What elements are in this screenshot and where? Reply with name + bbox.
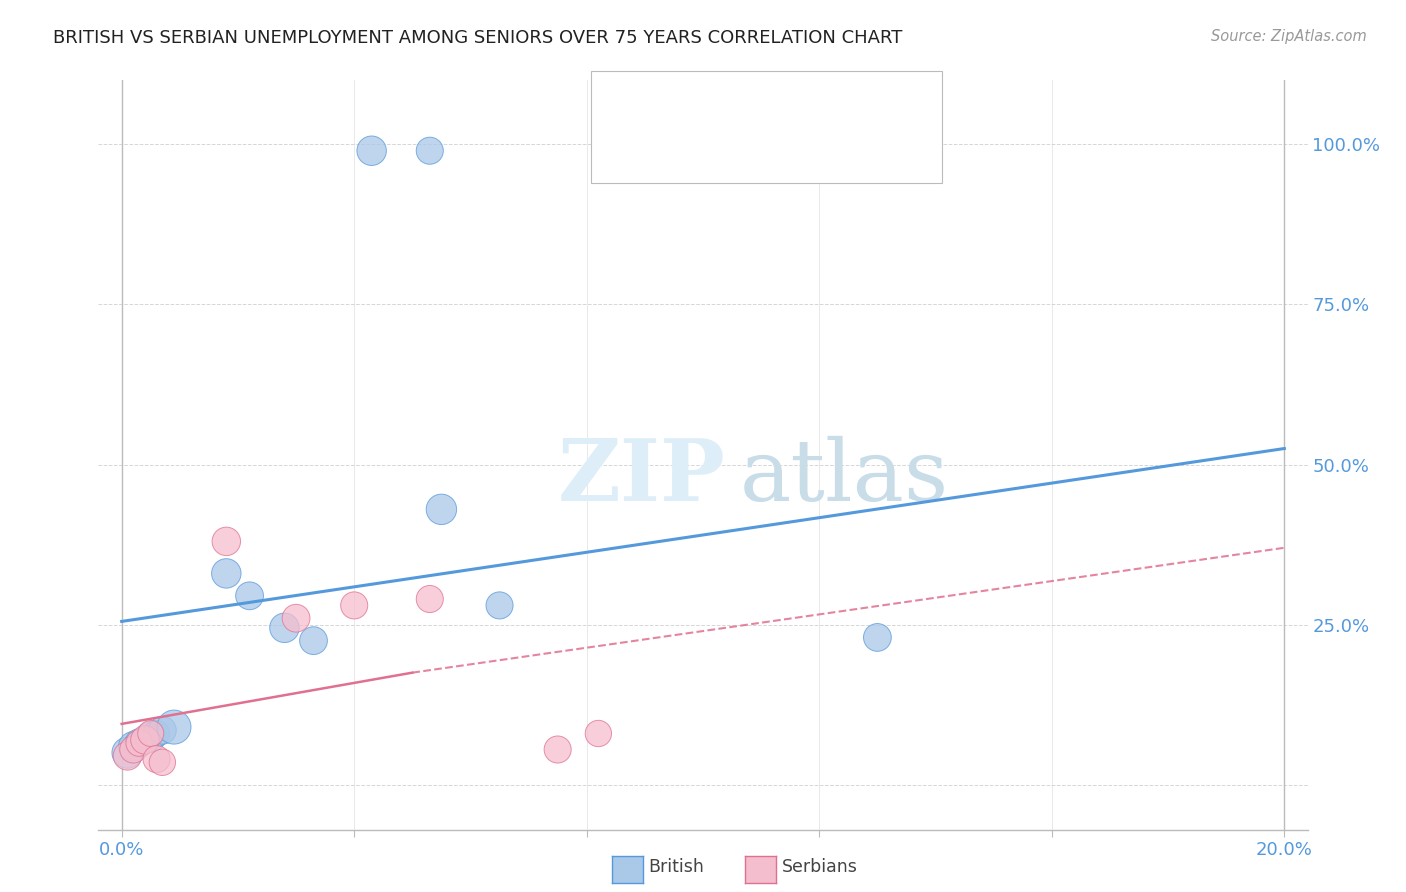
Point — [588, 726, 610, 740]
Point — [343, 599, 366, 613]
Point — [117, 748, 139, 763]
Point — [128, 736, 150, 750]
Point — [302, 633, 325, 648]
Point — [360, 144, 382, 158]
Point — [215, 534, 238, 549]
Point — [128, 736, 150, 750]
Text: 0.189: 0.189 — [693, 98, 755, 118]
Point — [163, 720, 186, 734]
Point — [122, 739, 145, 754]
Point — [430, 502, 453, 516]
Text: R =: R = — [645, 98, 688, 118]
Text: 0.209: 0.209 — [693, 140, 755, 160]
Point — [122, 742, 145, 756]
Point — [117, 746, 139, 760]
Point — [866, 631, 889, 645]
Text: British: British — [648, 858, 704, 876]
Point — [273, 621, 295, 635]
Text: R =: R = — [645, 140, 688, 160]
Point — [488, 599, 510, 613]
Point — [145, 726, 167, 740]
Point — [239, 589, 262, 603]
Text: 13: 13 — [827, 140, 852, 160]
Text: N =: N = — [780, 140, 824, 160]
Text: Serbians: Serbians — [782, 858, 858, 876]
Point — [134, 732, 156, 747]
Point — [215, 566, 238, 581]
Point — [134, 732, 156, 747]
Point — [150, 756, 173, 770]
Point — [139, 726, 162, 740]
Text: N =: N = — [780, 98, 824, 118]
Point — [150, 723, 173, 738]
Text: Source: ZipAtlas.com: Source: ZipAtlas.com — [1211, 29, 1367, 44]
Point — [285, 611, 308, 625]
Point — [139, 730, 162, 744]
Point — [419, 144, 441, 158]
Text: 15: 15 — [827, 98, 852, 118]
Text: BRITISH VS SERBIAN UNEMPLOYMENT AMONG SENIORS OVER 75 YEARS CORRELATION CHART: BRITISH VS SERBIAN UNEMPLOYMENT AMONG SE… — [53, 29, 903, 46]
Point — [145, 752, 167, 766]
Point — [419, 592, 441, 607]
Text: ZIP: ZIP — [558, 435, 725, 519]
Point — [547, 742, 569, 756]
Text: atlas: atlas — [740, 436, 949, 519]
